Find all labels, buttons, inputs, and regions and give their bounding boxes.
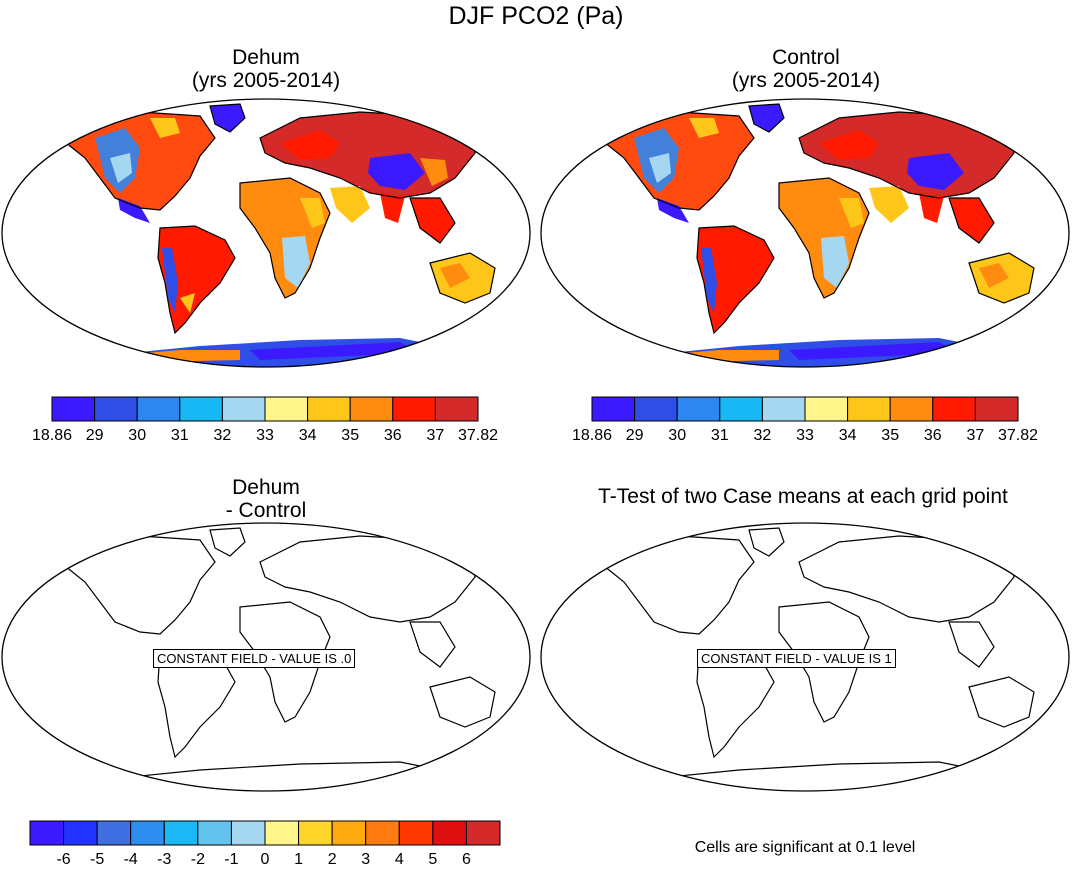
colorbar-swatch	[96, 820, 132, 846]
colorbar-swatch	[163, 820, 199, 846]
colorbar-tick-label: 18.86	[572, 427, 612, 444]
colorbar-swatch	[847, 396, 891, 422]
colorbar-swatch	[432, 820, 467, 846]
colorbar-swatch	[719, 396, 763, 422]
colorbar-swatch	[264, 396, 309, 422]
colorbar-swatch	[331, 820, 367, 846]
panel-title-control: Control (yrs 2005-2014)	[708, 46, 904, 92]
colorbar-tick-label: 32	[754, 427, 772, 444]
colorbar-tick-label: -2	[191, 851, 205, 868]
colorbar-swatch	[221, 396, 266, 422]
colorbar-swatch	[63, 820, 98, 846]
colorbar-swatch	[94, 396, 138, 422]
significance-note: Cells are significant at 0.1 level	[694, 839, 916, 856]
panel-title-difference: Dehum - Control	[168, 476, 364, 522]
panel-title-line2: - Control	[225, 499, 307, 522]
pco2-field	[599, 104, 1034, 367]
colorbar-tick-label: 3	[361, 851, 370, 868]
colorbar-tick-label: 37	[427, 427, 445, 444]
colorbar-swatch	[804, 396, 849, 422]
colorbar-swatch	[230, 820, 266, 846]
colorbar-tick-label: 31	[711, 427, 729, 444]
colorbar-tick-label: 33	[796, 427, 814, 444]
colorbar-tick-label: 18.86	[32, 427, 72, 444]
main-title: DJF PCO2 (Pa)	[448, 2, 624, 30]
map-dehum	[1, 98, 531, 368]
colorbar-tick-label: 33	[256, 427, 274, 444]
panel-title-line1: Control	[772, 46, 840, 69]
colorbar-swatch	[349, 396, 394, 422]
colorbar-swatch	[932, 396, 976, 422]
colorbar-tick-label: -4	[124, 851, 138, 868]
colorbar-dehum: 18.86 29 30 31 32 33 34 35 36 37 37.82	[32, 396, 498, 444]
colorbar-swatch	[365, 820, 400, 846]
colorbar-tick-label: 37	[967, 427, 985, 444]
colorbar-tick-label: 35	[881, 427, 899, 444]
colorbar-tick-label: 29	[626, 427, 644, 444]
colorbar-tick-label: 32	[214, 427, 232, 444]
colorbar-tick-label: 6	[462, 851, 471, 868]
map-control	[540, 98, 1070, 368]
panel-title-line1: Dehum	[232, 46, 300, 69]
panel-title-line1: T-Test of two Case means at each grid po…	[598, 485, 1008, 508]
colorbar-swatch	[392, 396, 436, 422]
colorbar-difference: -6 -5 -4 -3 -2 -1 0 1 2 3 4 5 6	[29, 820, 501, 868]
colorbar-swatch	[465, 820, 501, 846]
colorbar-tick-label: 34	[839, 427, 857, 444]
coastlines	[597, 527, 1035, 791]
colorbar-tick-label: 31	[171, 427, 189, 444]
colorbar-swatch	[136, 396, 181, 422]
colorbar-tick-label: 4	[395, 851, 404, 868]
panel-title-line2: (yrs 2005-2014)	[191, 69, 341, 92]
colorbar-swatch	[29, 820, 65, 846]
colorbar-tick-label: 37.82	[998, 427, 1038, 444]
colorbar-swatch	[591, 396, 636, 422]
colorbar-tick-label: 29	[86, 427, 104, 444]
map-ttest	[540, 522, 1070, 792]
panel-title-ttest: T-Test of two Case means at each grid po…	[540, 485, 1066, 508]
colorbar-swatch	[889, 396, 934, 422]
colorbar-swatch	[761, 396, 806, 422]
pco2-field	[60, 104, 495, 367]
colorbar-swatch	[398, 820, 434, 846]
panel-title-dehum: Dehum (yrs 2005-2014)	[168, 46, 364, 92]
colorbar-tick-label: 5	[428, 851, 437, 868]
constant-field-label-ttest: CONSTANT FIELD - VALUE IS 1	[697, 649, 896, 668]
colorbar-swatch	[298, 820, 333, 846]
colorbar-tick-label: 2	[328, 851, 337, 868]
colorbar-swatch	[676, 396, 721, 422]
colorbar-tick-label: 34	[299, 427, 317, 444]
colorbar-swatch	[179, 396, 223, 422]
colorbar-swatch	[307, 396, 351, 422]
colorbar-tick-label: 30	[128, 427, 146, 444]
colorbar-tick-label: 0	[261, 851, 270, 868]
colorbar-tick-label: 30	[668, 427, 686, 444]
constant-field-label-difference: CONSTANT FIELD - VALUE IS .0	[153, 649, 356, 668]
colorbar-tick-label: 36	[384, 427, 402, 444]
colorbar-tick-label: -6	[56, 851, 70, 868]
colorbar-tick-label: 35	[341, 427, 359, 444]
colorbar-tick-label: 37.82	[458, 427, 498, 444]
colorbar-tick-label: 1	[294, 851, 303, 868]
colorbar-swatch	[634, 396, 678, 422]
colorbar-control: 18.86 29 30 31 32 33 34 35 36 37 37.82	[572, 396, 1038, 444]
panel-title-line1: Dehum	[232, 476, 300, 499]
colorbar-tick-label: 36	[924, 427, 942, 444]
colorbar-swatch	[130, 820, 165, 846]
colorbar-swatch	[974, 396, 1019, 422]
colorbar-tick-label: -3	[157, 851, 171, 868]
colorbar-swatch	[197, 820, 232, 846]
panel-title-line2: (yrs 2005-2014)	[731, 69, 881, 92]
colorbar-swatch	[264, 820, 300, 846]
colorbar-swatch	[51, 396, 96, 422]
coastlines	[597, 103, 1035, 335]
colorbar-tick-label: -1	[224, 851, 238, 868]
colorbar-tick-label: -5	[90, 851, 104, 868]
colorbar-swatch	[434, 396, 479, 422]
